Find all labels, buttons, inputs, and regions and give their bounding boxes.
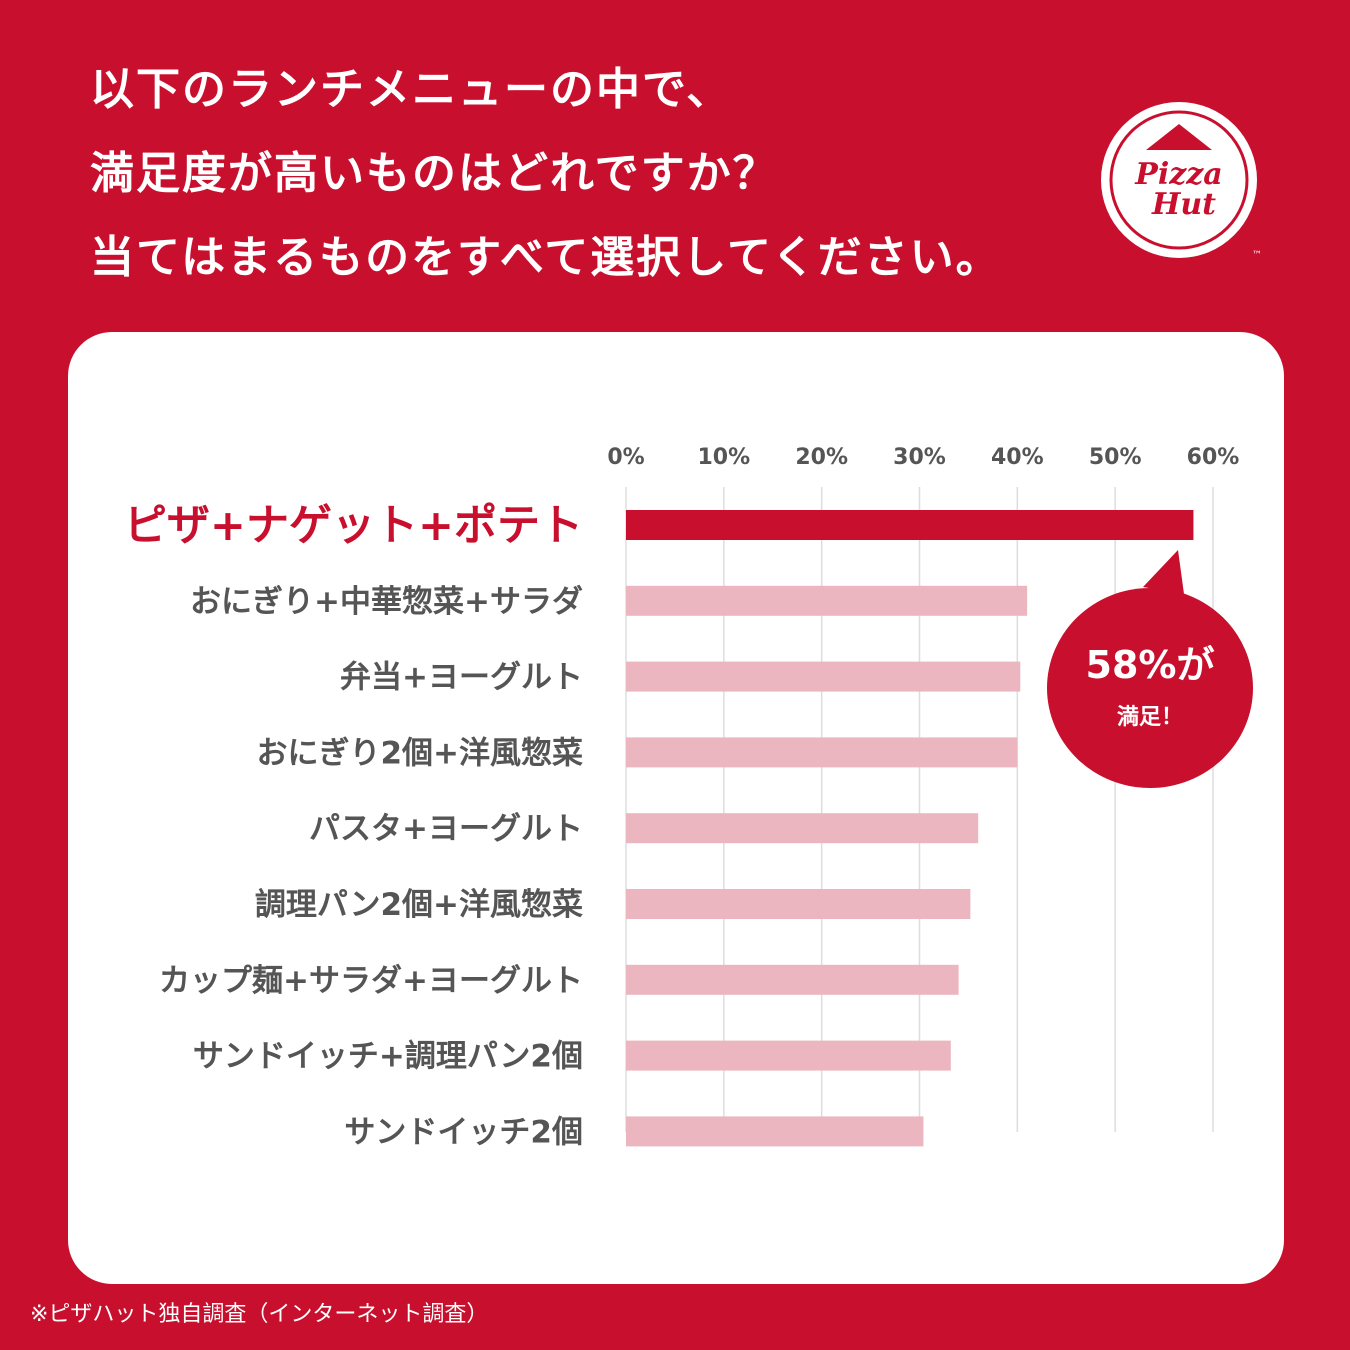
callout-tail <box>1143 550 1184 594</box>
pizza-hut-logo: Pizza Hut ™ <box>1101 102 1262 261</box>
headline-line-3: 当てはまるものをすべて選択してください。 <box>90 232 1002 283</box>
headline-line-2: 満足度が高いものはどれですか？ <box>90 148 779 199</box>
headline: 以下のランチメニューの中で、 満足度が高いものはどれですか？ 当てはまるものをす… <box>90 48 1090 300</box>
logo-tm: ™ <box>1252 250 1262 261</box>
bar <box>626 813 979 844</box>
bar <box>626 889 971 919</box>
bar-chart: 0% 10% 20% 30% 40% 50% 60% ピザ+ナゲット+ポテトおにぎり+中華惣… <box>124 445 1253 1150</box>
bar <box>626 737 1018 768</box>
bar <box>626 510 1194 540</box>
x-tick-label: 60% <box>1187 445 1240 470</box>
x-tick-label: 30% <box>893 445 946 470</box>
x-tick-label: 50% <box>1089 445 1142 470</box>
x-tick-label: 40% <box>991 445 1044 470</box>
x-tick-label: 0% <box>607 445 644 470</box>
callout-text: 満足！ <box>1117 704 1183 730</box>
chart-panel: 0% 10% 20% 30% 40% 50% 60% ピザ+ナゲット+ポテトおにぎり+中華惣… <box>68 332 1284 1284</box>
category-label: カップ麺+サラダ+ヨーグルト <box>159 963 583 999</box>
footnote: ※ピザハット独自調査（インターネット調査） <box>30 1302 489 1327</box>
headline-line-1: 以下のランチメニューの中で、 <box>90 64 733 115</box>
bar <box>626 964 959 995</box>
bar <box>626 661 1021 692</box>
category-label: サンドイッチ2個 <box>344 1114 583 1150</box>
category-label: ピザ+ナゲット+ポテト <box>124 501 583 551</box>
roof-icon <box>1146 124 1212 150</box>
x-tick-label: 10% <box>697 445 750 470</box>
callout-bubble <box>1047 588 1253 788</box>
category-label: おにぎり2個+洋風惣菜 <box>256 735 583 771</box>
category-label: 調理パン2個+洋風惣菜 <box>255 887 583 923</box>
logo-line-2: Hut <box>1151 187 1216 222</box>
category-label: パスタ+ヨーグルト <box>309 811 583 847</box>
callout: 58%が 満足！ <box>1047 550 1253 788</box>
bar <box>626 585 1028 616</box>
bar <box>626 1040 951 1071</box>
category-label: サンドイッチ+調理パン2個 <box>193 1039 583 1075</box>
logo-line-1: Pizza <box>1134 157 1222 192</box>
callout-value: 58%が <box>1086 643 1215 687</box>
bar <box>626 1116 924 1147</box>
category-label: おにぎり+中華惣菜+サラダ <box>190 584 583 620</box>
x-tick-label: 20% <box>795 445 848 470</box>
category-label: 弁当+ヨーグルト <box>340 660 583 696</box>
